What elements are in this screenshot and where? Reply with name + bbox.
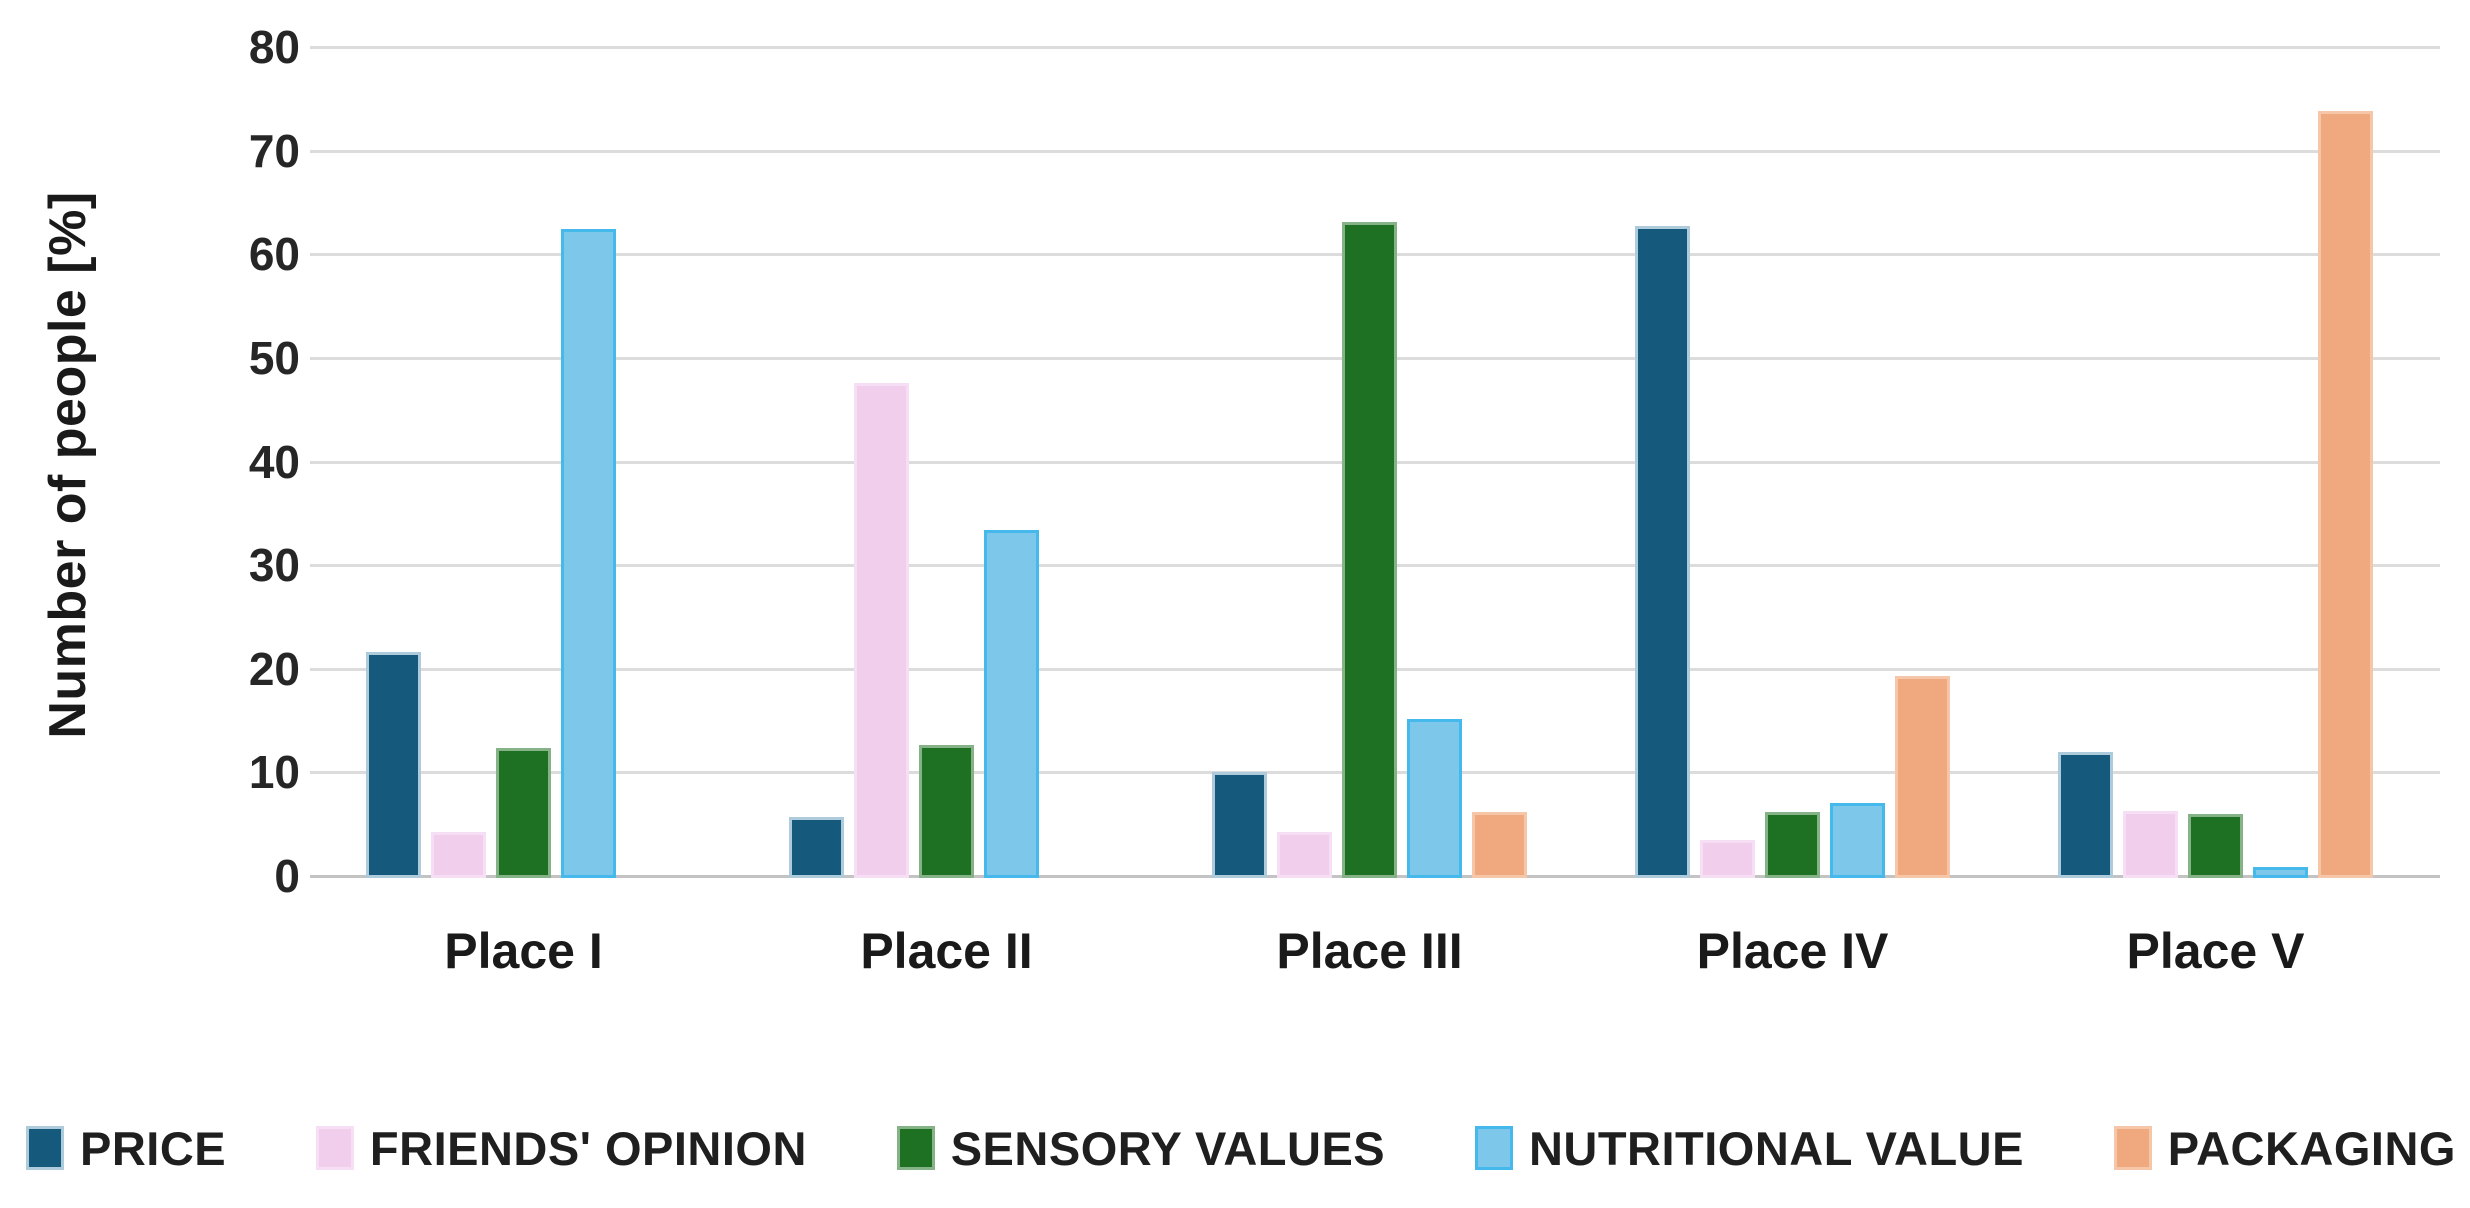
bar-group-place-ii [789,49,1104,878]
y-tick-label-60: 60 [248,228,300,281]
bar-place-i-sensory-values [496,748,551,878]
bar-group-place-v [2058,49,2373,878]
y-tick-label-30: 30 [248,538,300,591]
bar-place-i-price [366,652,421,878]
bar-place-v-packaging [2318,111,2373,878]
x-tick-label-place-i: Place I [444,923,603,979]
bar-place-ii-nutritional-value [984,529,1039,878]
bar-place-i-nutritional-value [561,229,616,878]
bar-place-v-sensory-values [2188,813,2243,878]
y-tick-label-20: 20 [248,642,300,695]
bar-place-v-price [2058,751,2113,878]
legend-swatch-price [26,1126,64,1170]
y-tick-label-0: 0 [274,849,300,902]
bar-place-ii-price [789,816,844,878]
y-tick-label-50: 50 [248,331,300,384]
gridline-80 [310,46,2440,49]
legend-swatch-friends-opinion [315,1126,354,1170]
x-tick-label-place-iii: Place III [1276,923,1463,979]
y-tick-label-40: 40 [248,435,300,488]
y-tick-label-10: 10 [248,746,300,799]
bar-place-ii-friends-opinion [854,382,909,878]
bar-place-iii-price [1212,772,1267,878]
y-axis-title: Number of people [%] [39,191,97,739]
legend-item-packaging: PACKAGING [2113,1121,2456,1176]
plot-area [310,46,2440,878]
y-tick-label-80: 80 [248,20,300,73]
bar-place-iv-sensory-values [1765,811,1820,878]
bar-place-iv-nutritional-value [1830,803,1885,878]
legend-swatch-packaging [2113,1126,2152,1170]
legend-swatch-sensory-values [896,1126,935,1170]
legend-label-nutritional-value: NUTRITIONAL VALUE [1528,1121,2024,1175]
bar-place-v-friends-opinion [2123,810,2178,878]
legend-item-nutritional-value: NUTRITIONAL VALUE [1474,1121,2024,1176]
legend-item-sensory-values: SENSORY VALUES [896,1121,1386,1176]
bar-place-iii-packaging [1472,811,1527,878]
bar-place-iv-friends-opinion [1700,839,1755,878]
x-tick-label-place-v: Place V [2126,923,2305,979]
bar-group-place-iv [1635,49,1950,878]
bar-place-v-nutritional-value [2253,866,2308,878]
y-tick-label-70: 70 [248,124,300,177]
bar-place-iii-nutritional-value [1407,719,1462,878]
bar-place-iv-price [1635,226,1690,878]
legend-label-price: PRICE [80,1121,227,1175]
bar-place-ii-sensory-values [919,745,974,878]
bar-group-place-iii [1212,49,1527,878]
legend: PRICE FRIENDS' OPINION SENSORY VALUES NUTRI… [0,1098,2470,1198]
legend-swatch-nutritional-value [1474,1126,1513,1170]
gridline-70 [310,149,2440,153]
legend-label-packaging: PACKAGING [2167,1121,2456,1175]
bar-place-iii-sensory-values [1342,222,1397,878]
bar-place-i-friends-opinion [431,832,486,878]
x-tick-label-place-iv: Place IV [1696,923,1889,979]
legend-label-friends-opinion: FRIENDS' OPINION [369,1121,807,1175]
x-tick-label-place-ii: Place II [860,923,1033,979]
legend-item-friends-opinion: FRIENDS' OPINION [315,1121,807,1176]
legend-label-sensory-values: SENSORY VALUES [950,1121,1386,1175]
bar-group-place-i [366,49,681,878]
legend-item-price: PRICE [26,1121,226,1176]
bar-place-iv-packaging [1895,675,1950,878]
bar-place-iii-friends-opinion [1277,832,1332,878]
